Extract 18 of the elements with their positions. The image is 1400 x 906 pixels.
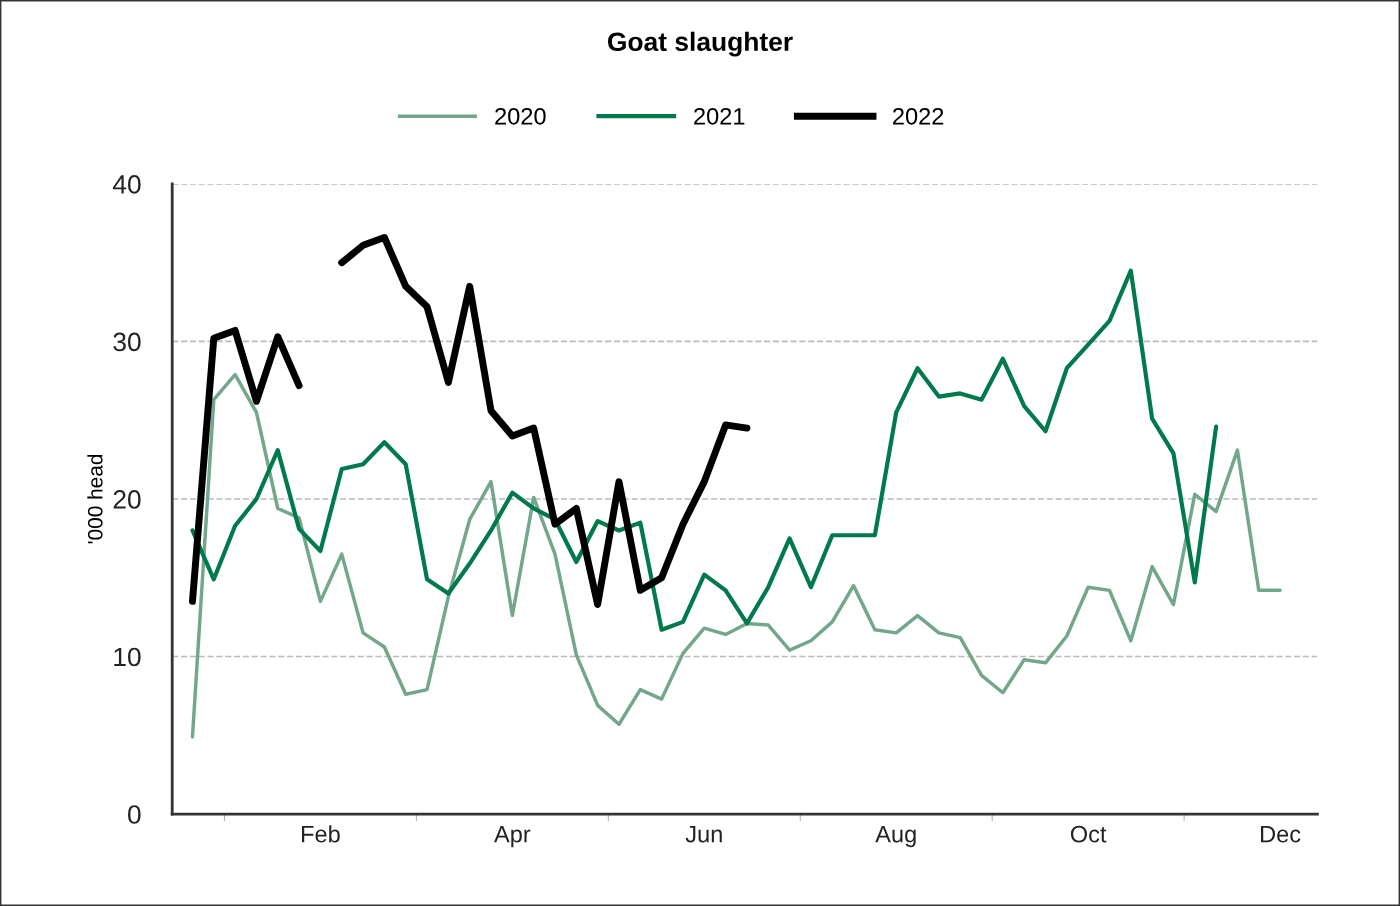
legend-label: 2022: [893, 107, 944, 125]
line-series: [190, 268, 1219, 632]
x-tick-label: Dec: [1261, 826, 1301, 843]
y-tick-label: 10: [114, 647, 141, 667]
x-tick-label: Feb: [302, 825, 340, 843]
y-tick-label: 30: [113, 332, 141, 352]
line-series: [190, 372, 1282, 739]
x-tick-label: Oct: [1070, 825, 1107, 843]
y-tick-label: 0: [128, 805, 141, 824]
x-tick-label: Apr: [494, 826, 531, 848]
y-axis-title: '000 head: [87, 454, 103, 544]
x-tick-label: Jun: [685, 826, 722, 843]
legend-label: 2020: [495, 107, 546, 125]
chart-title: Goat slaughter: [607, 31, 793, 57]
x-tick-label: Aug: [875, 826, 916, 848]
y-tick-label: 20: [113, 490, 141, 509]
y-tick-label: 40: [112, 175, 141, 194]
legend-label: 2021: [694, 107, 745, 125]
